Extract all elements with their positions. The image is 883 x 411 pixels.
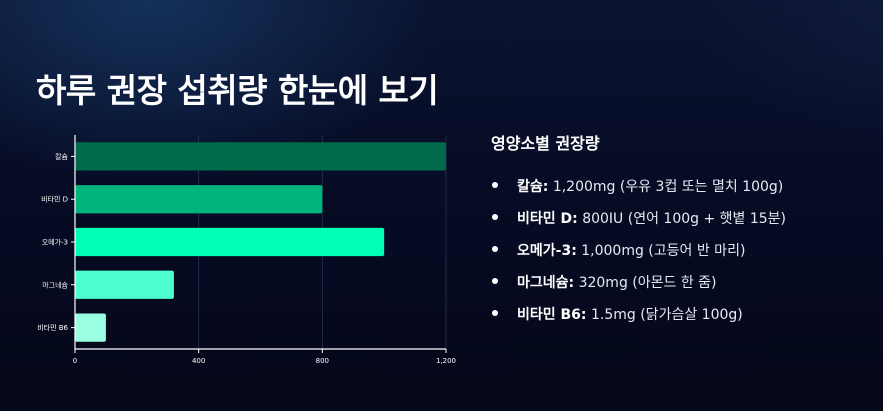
x-tick-label: 800	[316, 357, 329, 365]
list-item: 칼슘: 1,200mg (우유 3컵 또는 멸치 100g)	[491, 176, 871, 208]
list-item: 오메가-3: 1,000mg (고등어 반 마리)	[491, 240, 871, 272]
nutrient-name: 칼슘:	[517, 179, 549, 195]
y-tick-label: 비타민 B6	[37, 323, 68, 332]
list-item: 마그네슘: 320mg (아몬드 한 줌)	[491, 272, 871, 304]
bullet-icon	[492, 246, 498, 252]
list-item: 비타민 D: 800IU (연어 100g + 햇볕 15분)	[491, 208, 871, 240]
panel-title: 영양소별 권장량	[491, 134, 600, 153]
bullet-icon	[492, 214, 498, 220]
nutrient-name: 비타민 B6:	[517, 307, 587, 323]
x-tick-label: 1,200	[436, 357, 456, 365]
page-title: 하루 권장 섭취량 한눈에 보기	[36, 71, 439, 111]
recommendation-list: 칼슘: 1,200mg (우유 3컵 또는 멸치 100g) 비타민 D: 80…	[491, 176, 871, 336]
nutrient-detail: 1.5mg (닭가슴살 100g)	[590, 307, 743, 323]
list-item: 비타민 B6: 1.5mg (닭가슴살 100g)	[491, 304, 871, 336]
nutrient-detail: 800IU (연어 100g + 햇볕 15분)	[582, 211, 787, 227]
nutrient-name: 비타민 D:	[517, 211, 578, 227]
nutrient-detail: 1,000mg (고등어 반 마리)	[581, 243, 746, 259]
bar	[75, 185, 323, 214]
x-tick-label: 400	[192, 357, 205, 365]
bullet-icon	[492, 310, 498, 316]
y-tick-label: 비타민 D	[41, 195, 68, 204]
nutrient-detail: 320mg (아몬드 한 줌)	[578, 275, 717, 291]
bullet-icon	[492, 182, 498, 188]
bar	[75, 142, 446, 171]
bullet-icon	[492, 278, 498, 284]
x-tick-label: 0	[73, 357, 77, 365]
recommendation-panel: 영양소별 권장량 칼슘: 1,200mg (우유 3컵 또는 멸치 100g) …	[491, 130, 871, 336]
nutrient-name: 마그네슘:	[517, 275, 575, 291]
bar	[75, 227, 385, 257]
bar	[75, 313, 106, 342]
y-tick-label: 칼슘	[55, 152, 68, 161]
y-tick-label: 마그네슘	[42, 280, 68, 289]
nutrient-name: 오메가-3:	[517, 243, 577, 259]
y-tick-label: 오메가-3	[42, 238, 68, 247]
bar	[75, 270, 174, 299]
nutrient-detail: 1,200mg (우유 3컵 또는 멸치 100g)	[552, 179, 784, 195]
